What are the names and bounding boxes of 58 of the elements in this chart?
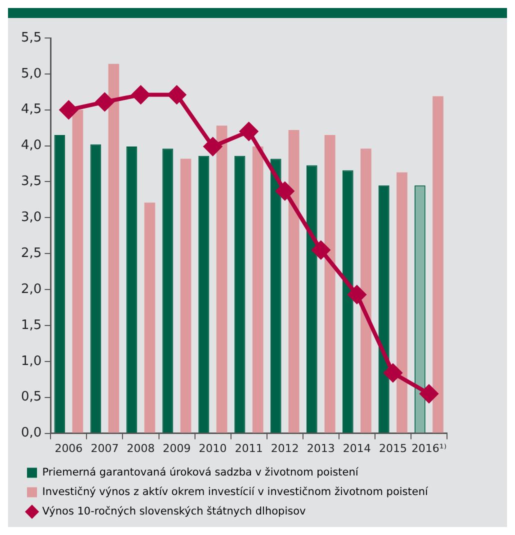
- bar: [306, 165, 318, 433]
- bar: [54, 135, 66, 433]
- x-tick-label: 2016¹⁾: [411, 442, 447, 455]
- bar: [270, 158, 282, 433]
- y-tick-label: 3,0: [20, 210, 42, 226]
- x-tick-label: 2010: [198, 442, 227, 455]
- bar: [198, 156, 210, 433]
- y-tick-label: 2,5: [20, 246, 42, 261]
- point: [168, 86, 186, 104]
- bar: [144, 202, 156, 433]
- y-tick-label: 3,5: [20, 174, 42, 190]
- y-tick-label: 5,0: [20, 66, 42, 82]
- x-tick-label: 2015: [378, 442, 407, 455]
- bar: [126, 146, 138, 433]
- bar: [252, 146, 264, 433]
- point: [384, 364, 402, 382]
- point: [420, 384, 438, 403]
- y-tick-label: 5,5: [20, 30, 42, 46]
- bar: [216, 126, 228, 433]
- y-tick-label: 4,0: [20, 138, 42, 154]
- point: [96, 92, 114, 111]
- y-tick-label: 2,0: [20, 282, 42, 297]
- y-tick-label: 0,0: [20, 426, 42, 441]
- bar: [90, 144, 102, 433]
- bar: [180, 158, 192, 433]
- x-tick-label: 2012: [270, 442, 299, 455]
- legend-label: Priemerná garantovaná úroková sadzba v životnom poistení: [42, 466, 360, 478]
- x-tick-label: 2009: [162, 442, 191, 455]
- bar: [432, 96, 444, 433]
- x-tick-label: 2011: [234, 442, 263, 455]
- point: [240, 122, 258, 140]
- x-tick-label: 2007: [90, 442, 119, 455]
- bar: [162, 148, 174, 433]
- x-tick-label: 2013: [306, 442, 335, 455]
- legend-label: Výnos 10-ročných slovenských štátnych dlhopisov: [42, 505, 306, 518]
- bar: [108, 64, 120, 433]
- bar: [234, 156, 246, 433]
- point: [204, 138, 222, 156]
- point: [348, 286, 366, 304]
- point: [312, 241, 330, 260]
- y-tick-label: 1,0: [20, 354, 42, 369]
- x-tick-label: 2006: [54, 442, 83, 455]
- bar: [396, 172, 408, 433]
- point: [276, 182, 294, 200]
- bar: [324, 135, 336, 433]
- y-tick-label: 1,5: [20, 318, 42, 333]
- y-tick-label: 4,5: [20, 102, 42, 118]
- bar: [378, 185, 390, 433]
- point: [132, 86, 150, 104]
- bar: [288, 130, 300, 433]
- bar: [360, 148, 372, 433]
- bar: [72, 110, 84, 433]
- x-tick-label: 2008: [126, 442, 155, 455]
- y-tick-label: 0,5: [20, 390, 42, 405]
- point: [60, 100, 78, 119]
- legend-label: Investičný výnos z aktív okrem investícií v investičnom životnom poistení: [42, 486, 429, 498]
- x-tick-label: 2014: [342, 442, 371, 455]
- bar: [342, 170, 354, 433]
